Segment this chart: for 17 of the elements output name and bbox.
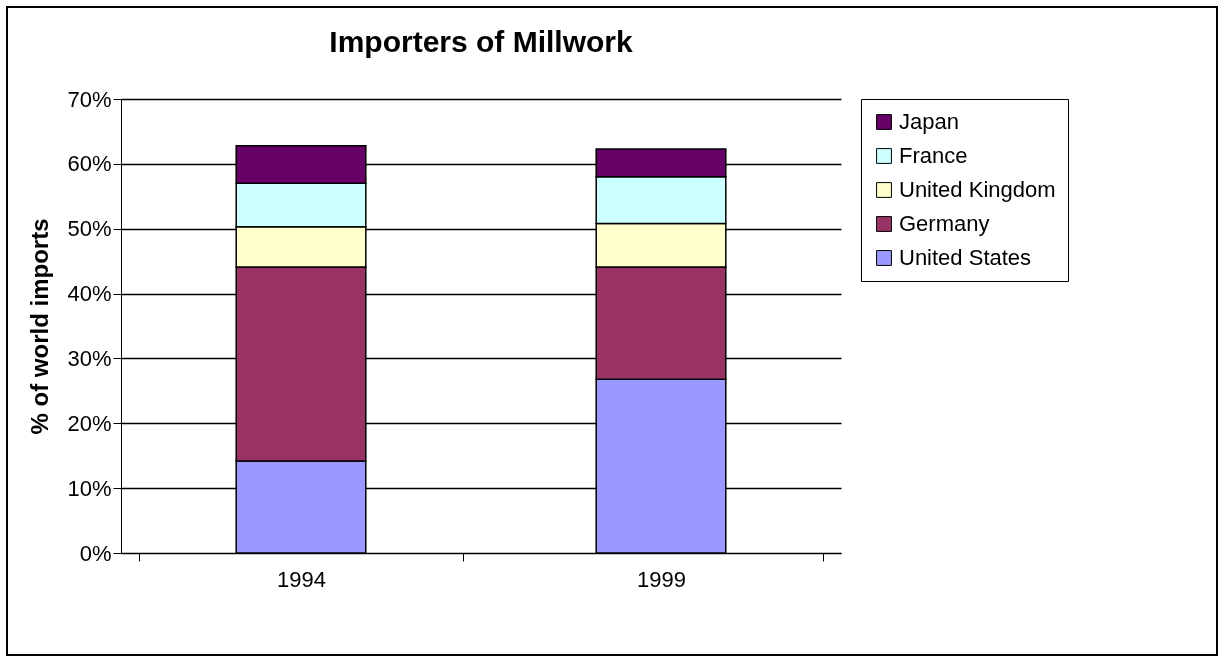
chart-title: Importers of Millwork [329, 25, 633, 58]
x-tick-label: 1999 [637, 566, 686, 592]
y-tick-label: 60% [67, 151, 112, 177]
y-tick-label: 0% [79, 540, 112, 566]
x-tick-label: 1994 [277, 566, 326, 592]
legend-label: United States [899, 245, 1032, 270]
y-tick-label: 20% [67, 410, 112, 436]
y-axis-title: % of world imports [26, 218, 54, 435]
y-tick-label: 50% [67, 216, 112, 242]
y-tick-label: 70% [67, 86, 112, 112]
y-tick-label: 10% [67, 475, 112, 501]
legend-label: Germany [899, 211, 990, 236]
legend-label: France [899, 143, 968, 168]
legend-label: Japan [899, 109, 959, 134]
y-tick-label: 40% [67, 281, 112, 307]
y-tick-label: 30% [67, 345, 112, 371]
legend-label: United Kingdom [899, 177, 1056, 202]
